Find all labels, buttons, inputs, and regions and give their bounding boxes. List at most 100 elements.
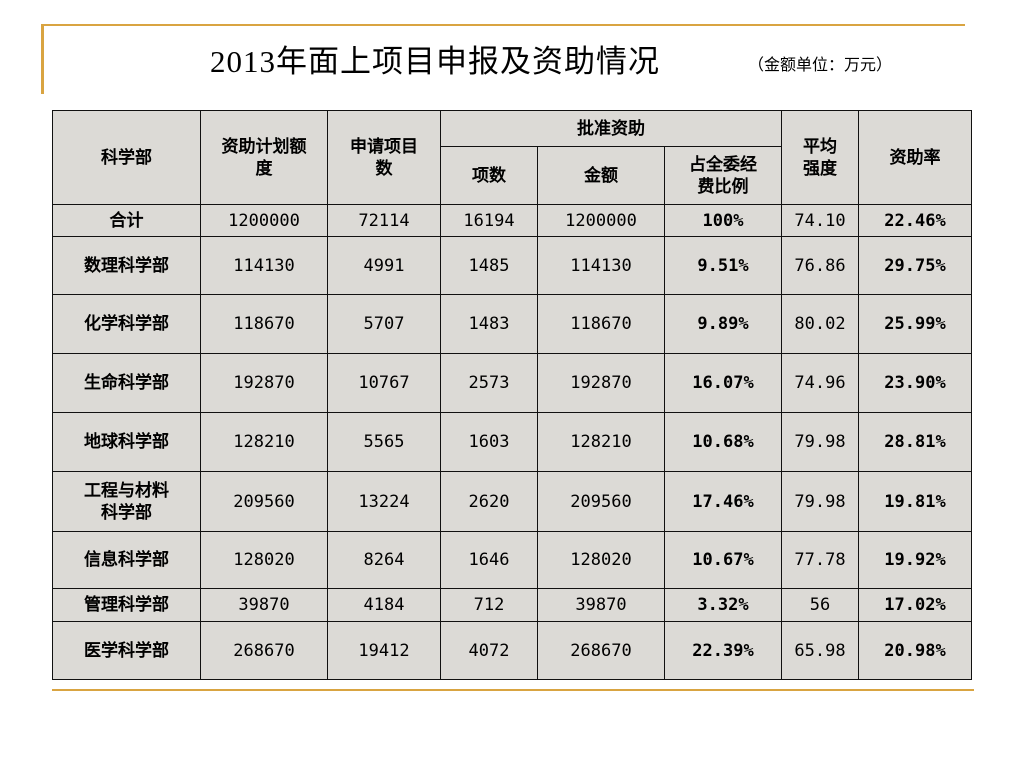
rate-cell: 17.02%: [858, 588, 972, 622]
budget-cell: 209560: [200, 471, 328, 532]
funding-table: 科学部 资助计划额度 申请项目数 批准资助 平均强度 资助率 项数 金额 占全委…: [52, 110, 972, 680]
avg-cell: 77.78: [781, 531, 859, 589]
approved-count-cell: 4072: [440, 621, 538, 680]
applications-cell: 4184: [327, 588, 441, 622]
share-cell: 3.32%: [664, 588, 782, 622]
header-budget: 资助计划额度: [200, 110, 328, 205]
applications-cell: 4991: [327, 236, 441, 295]
budget-cell: 268670: [200, 621, 328, 680]
approved-count-cell: 16194: [440, 204, 538, 237]
dept-cell: 化学科学部: [52, 294, 201, 354]
approved-amount-cell: 128020: [537, 531, 665, 589]
table-row: 管理科学部 39870 4184 712 39870 3.32% 56 17.02%: [52, 588, 972, 622]
share-cell: 100%: [664, 204, 782, 237]
dept-cell-text: 工程与材料科学部: [83, 480, 169, 523]
rate-cell: 28.81%: [858, 412, 972, 472]
table-row: 数理科学部 114130 4991 1485 114130 9.51% 76.86 29.75…: [52, 236, 972, 295]
budget-cell: 128020: [200, 531, 328, 589]
avg-cell: 74.10: [781, 204, 859, 237]
approved-count-cell: 1483: [440, 294, 538, 354]
applications-cell: 5707: [327, 294, 441, 354]
approved-count-cell: 2573: [440, 353, 538, 413]
rate-cell: 19.92%: [858, 531, 972, 589]
budget-cell: 39870: [200, 588, 328, 622]
avg-cell: 56: [781, 588, 859, 622]
approved-count-cell: 1485: [440, 236, 538, 295]
rate-cell: 20.98%: [858, 621, 972, 680]
approved-amount-cell: 114130: [537, 236, 665, 295]
budget-cell: 128210: [200, 412, 328, 472]
approved-amount-cell: 192870: [537, 353, 665, 413]
applications-cell: 5565: [327, 412, 441, 472]
applications-cell: 19412: [327, 621, 441, 680]
share-cell: 16.07%: [664, 353, 782, 413]
table-row: 化学科学部 118670 5707 1483 118670 9.89% 80.02 25.99…: [52, 294, 972, 354]
table-row: 信息科学部 128020 8264 1646 128020 10.67% 77.78 19.9…: [52, 531, 972, 589]
approved-amount-cell: 209560: [537, 471, 665, 532]
applications-cell: 10767: [327, 353, 441, 413]
header-applications-text: 申请项目数: [350, 136, 418, 179]
share-cell: 17.46%: [664, 471, 782, 532]
budget-cell: 1200000: [200, 204, 328, 237]
approved-count-cell: 1603: [440, 412, 538, 472]
approved-count-cell: 712: [440, 588, 538, 622]
avg-cell: 74.96: [781, 353, 859, 413]
table-row: 生命科学部 192870 10767 2573 192870 16.07% 74.96 23.…: [52, 353, 972, 413]
header-share-text: 占全委经费比例: [689, 154, 757, 197]
header-approved-amount: 金额: [537, 146, 665, 205]
dept-cell: 信息科学部: [52, 531, 201, 589]
approved-count-cell: 1646: [440, 531, 538, 589]
dept-cell: 地球科学部: [52, 412, 201, 472]
dept-cell: 工程与材料科学部: [52, 471, 201, 532]
table-row: 地球科学部 128210 5565 1603 128210 10.68% 79.98 28.8…: [52, 412, 972, 472]
share-cell: 9.51%: [664, 236, 782, 295]
share-cell: 10.68%: [664, 412, 782, 472]
dept-cell: 数理科学部: [52, 236, 201, 295]
avg-cell: 65.98: [781, 621, 859, 680]
amount-unit-note: （金额单位：万元）: [748, 57, 893, 74]
approved-amount-cell: 118670: [537, 294, 665, 354]
title-top-rule: [41, 24, 965, 26]
dept-cell: 管理科学部: [52, 588, 201, 622]
bottom-rule: [52, 689, 974, 691]
rate-cell: 19.81%: [858, 471, 972, 532]
applications-cell: 8264: [327, 531, 441, 589]
avg-cell: 80.02: [781, 294, 859, 354]
header-rate: 资助率: [858, 110, 972, 205]
slide-title: 2013年面上项目申报及资助情况: [210, 44, 660, 79]
approved-amount-cell: 128210: [537, 412, 665, 472]
budget-cell: 192870: [200, 353, 328, 413]
share-cell: 22.39%: [664, 621, 782, 680]
approved-count-cell: 2620: [440, 471, 538, 532]
rate-cell: 25.99%: [858, 294, 972, 354]
dept-cell: 合计: [52, 204, 201, 237]
budget-cell: 114130: [200, 236, 328, 295]
approved-amount-cell: 1200000: [537, 204, 665, 237]
rate-cell: 22.46%: [858, 204, 972, 237]
header-dept: 科学部: [52, 110, 201, 205]
header-approved-count: 项数: [440, 146, 538, 205]
title-left-rule: [41, 26, 44, 94]
header-budget-text: 资助计划额度: [221, 136, 307, 179]
applications-cell: 72114: [327, 204, 441, 237]
header-share: 占全委经费比例: [664, 146, 782, 205]
table-body: 合计 1200000 72114 16194 1200000 100% 74.10 22.46…: [52, 204, 972, 680]
approved-amount-cell: 268670: [537, 621, 665, 680]
table-row: 医学科学部 268670 19412 4072 268670 22.39% 65.98 20.…: [52, 621, 972, 680]
budget-cell: 118670: [200, 294, 328, 354]
rate-cell: 29.75%: [858, 236, 972, 295]
avg-cell: 79.98: [781, 412, 859, 472]
dept-cell: 医学科学部: [52, 621, 201, 680]
dept-cell: 生命科学部: [52, 353, 201, 413]
applications-cell: 13224: [327, 471, 441, 532]
approved-amount-cell: 39870: [537, 588, 665, 622]
header-avg-text: 平均强度: [803, 136, 837, 179]
header-approved-group: 批准资助: [440, 110, 782, 147]
avg-cell: 76.86: [781, 236, 859, 295]
share-cell: 9.89%: [664, 294, 782, 354]
header-applications: 申请项目数: [327, 110, 441, 205]
avg-cell: 79.98: [781, 471, 859, 532]
rate-cell: 23.90%: [858, 353, 972, 413]
header-avg: 平均强度: [781, 110, 859, 205]
table-row-total: 合计 1200000 72114 16194 1200000 100% 74.10 22.46…: [52, 204, 972, 237]
